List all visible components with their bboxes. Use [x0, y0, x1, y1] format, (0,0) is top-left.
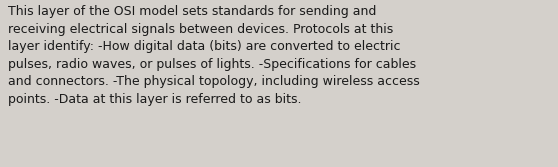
Text: This layer of the OSI model sets standards for sending and
receiving electrical : This layer of the OSI model sets standar…: [8, 5, 420, 106]
